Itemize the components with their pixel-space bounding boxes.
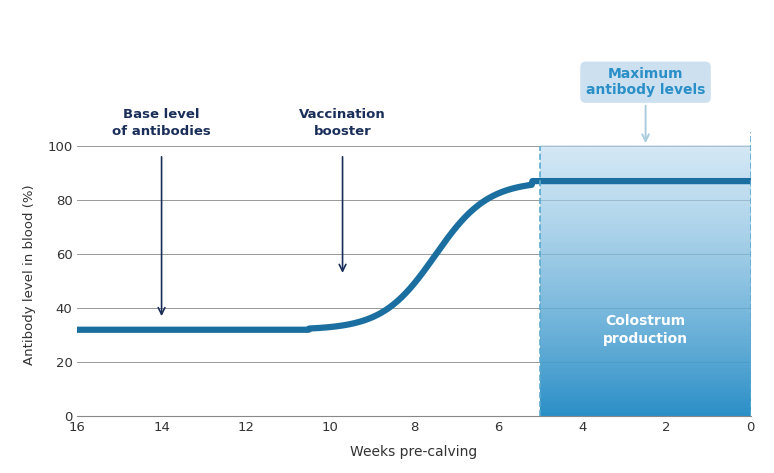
Text: Vaccination
booster: Vaccination booster <box>300 108 386 138</box>
Text: Base level
of antibodies: Base level of antibodies <box>112 108 211 138</box>
Y-axis label: Antibody level in blood (%): Antibody level in blood (%) <box>23 184 36 365</box>
X-axis label: Weeks pre-calving: Weeks pre-calving <box>351 445 478 459</box>
Text: Colostrum
production: Colostrum production <box>603 314 688 346</box>
Text: Maximum
antibody levels: Maximum antibody levels <box>586 67 705 141</box>
